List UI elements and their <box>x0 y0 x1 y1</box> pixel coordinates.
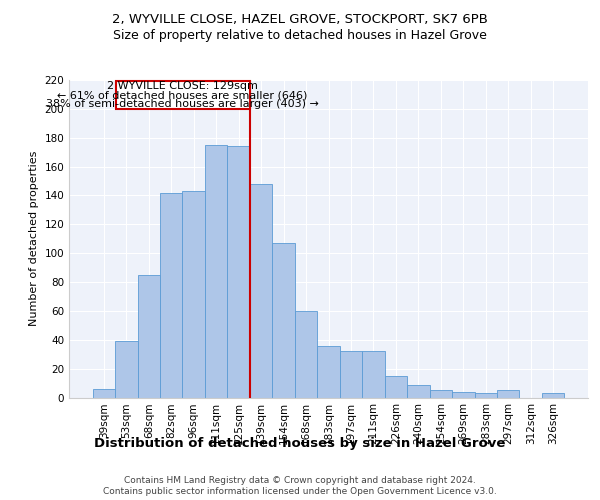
Y-axis label: Number of detached properties: Number of detached properties <box>29 151 39 326</box>
Bar <box>137 275 160 398</box>
Text: 2 WYVILLE CLOSE: 129sqm: 2 WYVILLE CLOSE: 129sqm <box>107 81 258 91</box>
Text: 38% of semi-detached houses are larger (403) →: 38% of semi-detached houses are larger (… <box>46 100 319 110</box>
Text: Size of property relative to detached houses in Hazel Grove: Size of property relative to detached ho… <box>113 29 487 42</box>
Bar <box>407 384 430 398</box>
Bar <box>160 192 182 398</box>
Bar <box>452 392 475 398</box>
Text: 2, WYVILLE CLOSE, HAZEL GROVE, STOCKPORT, SK7 6PB: 2, WYVILLE CLOSE, HAZEL GROVE, STOCKPORT… <box>112 12 488 26</box>
Bar <box>362 352 385 398</box>
Bar <box>227 146 250 398</box>
Text: Contains public sector information licensed under the Open Government Licence v3: Contains public sector information licen… <box>103 488 497 496</box>
Text: Contains HM Land Registry data © Crown copyright and database right 2024.: Contains HM Land Registry data © Crown c… <box>124 476 476 485</box>
Bar <box>205 145 227 398</box>
Bar <box>385 376 407 398</box>
Bar <box>92 389 115 398</box>
Bar <box>542 393 565 398</box>
Bar <box>272 243 295 398</box>
Bar <box>295 311 317 398</box>
Bar <box>182 191 205 398</box>
Bar <box>116 82 250 109</box>
Text: Distribution of detached houses by size in Hazel Grove: Distribution of detached houses by size … <box>94 438 506 450</box>
Bar <box>497 390 520 398</box>
Text: ← 61% of detached houses are smaller (646): ← 61% of detached houses are smaller (64… <box>58 90 308 100</box>
Bar <box>250 184 272 398</box>
Bar <box>340 352 362 398</box>
Bar <box>317 346 340 398</box>
Bar <box>475 393 497 398</box>
Bar <box>430 390 452 398</box>
Bar <box>115 341 137 398</box>
